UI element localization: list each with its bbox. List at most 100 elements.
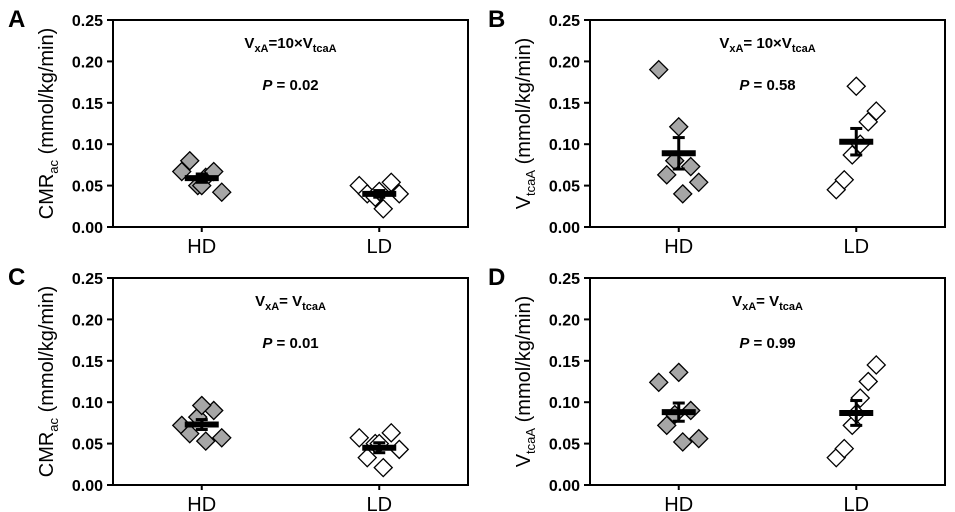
p-value-number: = 0.01	[272, 335, 318, 352]
model-annotation: VxA= VtcaA	[732, 293, 803, 313]
annotation-lhs: V	[244, 35, 254, 52]
x-tick-label: LD	[366, 494, 392, 512]
annotation-op: =10×V	[269, 35, 313, 52]
data-point	[357, 447, 378, 468]
x-tick-label: HD	[187, 236, 216, 258]
data-point	[656, 164, 677, 185]
y-tick-label: 0.05	[72, 179, 103, 196]
y-tick-label: 0.25	[549, 13, 580, 30]
y-axis-label: VtcaA (mmol/kg/min)	[513, 38, 538, 210]
p-value-number: = 0.58	[749, 77, 795, 94]
series-ld	[349, 422, 410, 478]
data-point	[672, 183, 693, 204]
data-point	[858, 371, 879, 392]
x-tick-label: LD	[366, 236, 392, 258]
model-annotation: VxA= 10×VtcaA	[719, 35, 815, 55]
panel-letter: A	[8, 6, 25, 33]
data-point	[349, 427, 370, 448]
y-tick-label: 0.00	[549, 220, 580, 237]
y-axis-label-sub: ac	[46, 417, 61, 431]
annotation-rhs-sub: tcaA	[779, 301, 803, 313]
data-point	[688, 172, 709, 193]
y-tick-label: 0.00	[549, 478, 580, 495]
data-point	[373, 457, 394, 478]
y-axis-label-unit: (mmol/kg/min)	[513, 38, 535, 170]
y-tick-label: 0.05	[549, 437, 580, 454]
annotation-op: = V	[756, 293, 779, 310]
y-tick-label: 0.10	[549, 137, 580, 154]
data-point	[846, 76, 867, 97]
p-value: P = 0.02	[262, 77, 318, 94]
y-axis-label: VtcaA (mmol/kg/min)	[513, 296, 538, 468]
panel-d: D 0.00 0.05 0.10 0.15 0.20 0.25 VtcaA (mmol/kg/…	[488, 264, 946, 512]
y-tick-label: 0.20	[72, 54, 103, 71]
data-point	[195, 431, 216, 452]
data-point	[834, 169, 855, 190]
x-tick-label: HD	[187, 494, 216, 512]
panel-b: B 0.00 0.05 0.10 0.15 0.20 0.25 VtcaA (mmol/kg/…	[488, 6, 946, 258]
y-axis-label-sub: ac	[46, 159, 61, 173]
series-hd	[648, 362, 709, 452]
series-ld	[349, 172, 410, 219]
annotation-lhs-sub: xA	[729, 43, 743, 55]
data-point	[680, 156, 701, 177]
y-tick-label: 0.10	[72, 137, 103, 154]
panel-a: A 0.00 0.05 0.10 0.15 0.20 0.25 CMRac (mmol/kg/…	[8, 6, 469, 258]
y-axis-label-main: V	[513, 453, 535, 467]
y-tick-label: 0.15	[72, 354, 103, 371]
annotation-op: = 10×V	[743, 35, 791, 52]
annotation-lhs: V	[255, 293, 265, 310]
data-point	[672, 432, 693, 452]
annotation-lhs: V	[719, 35, 729, 52]
plot-frame	[112, 19, 469, 228]
data-point	[668, 116, 689, 137]
series-hd	[171, 395, 232, 452]
y-axis-label-sub: tcaA	[523, 170, 538, 196]
p-value: P = 0.01	[262, 335, 318, 352]
data-point	[668, 362, 689, 383]
y-axis-label-unit: (mmol/kg/min)	[513, 296, 535, 428]
data-point	[648, 59, 669, 80]
plot-frame	[589, 277, 946, 486]
data-point	[179, 150, 200, 171]
data-point	[211, 427, 232, 448]
data-point	[688, 428, 709, 449]
y-tick-label: 0.20	[549, 312, 580, 329]
y-tick-label: 0.20	[72, 312, 103, 329]
y-tick-label: 0.00	[72, 220, 103, 237]
y-axis-label-unit: (mmol/kg/min)	[36, 286, 58, 418]
data-point	[211, 182, 232, 203]
y-tick-label: 0.05	[72, 437, 103, 454]
x-tick-label: LD	[843, 494, 869, 512]
series-ld	[826, 355, 887, 468]
y-tick-label: 0.25	[549, 271, 580, 288]
y-tick-label: 0.25	[72, 271, 103, 288]
panel-letter: D	[488, 264, 505, 291]
y-tick-label: 0.25	[72, 13, 103, 30]
plot-frame	[112, 277, 469, 486]
annotation-lhs-sub: xA	[265, 301, 279, 313]
annotation-rhs-sub: tcaA	[302, 301, 326, 313]
p-value-label: P	[739, 335, 750, 352]
annotation-op: = V	[279, 293, 302, 310]
model-annotation: VxA= VtcaA	[255, 293, 326, 313]
data-point	[191, 395, 212, 416]
y-tick-label: 0.20	[549, 54, 580, 71]
y-tick-label: 0.00	[72, 478, 103, 495]
y-axis-label-main: CMR	[36, 174, 58, 220]
p-value-number: = 0.99	[749, 335, 795, 352]
annotation-lhs-sub: xA	[742, 301, 756, 313]
y-axis-label-main: V	[513, 195, 535, 209]
x-tick-label: HD	[664, 494, 693, 512]
annotation-lhs-sub: xA	[254, 43, 268, 55]
data-point	[850, 388, 871, 408]
plot-frame	[589, 19, 946, 228]
y-axis-label: CMRac (mmol/kg/min)	[36, 28, 61, 220]
y-tick-label: 0.05	[549, 179, 580, 196]
y-tick-label: 0.15	[72, 96, 103, 113]
p-value: P = 0.99	[739, 335, 795, 352]
x-tick-label: LD	[843, 236, 869, 258]
annotation-rhs-sub: tcaA	[313, 43, 337, 55]
series-hd	[171, 150, 232, 203]
